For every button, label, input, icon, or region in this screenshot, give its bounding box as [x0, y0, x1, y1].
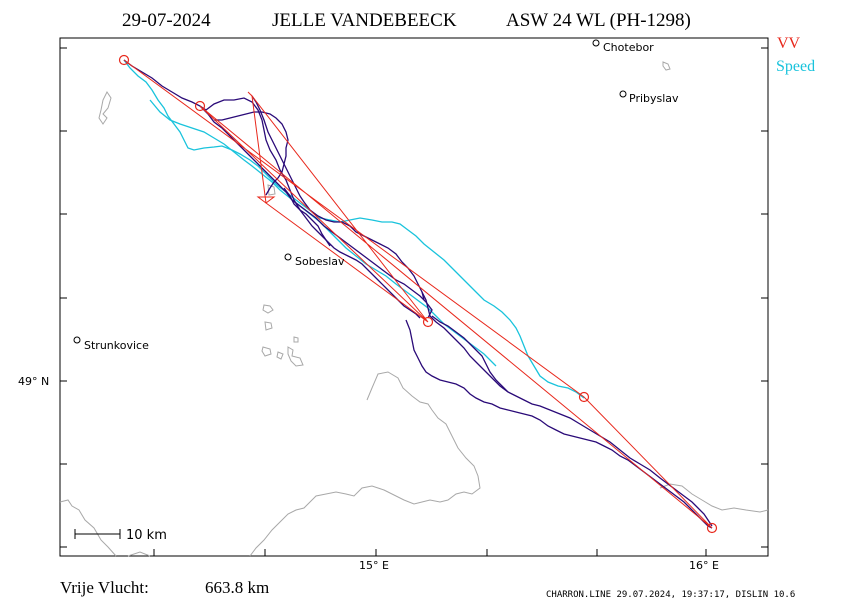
pilot-name: JELLE VANDEBEECK — [272, 10, 457, 31]
map-frame — [59, 37, 769, 557]
town-marker — [619, 90, 627, 98]
turnpoint-finish — [706, 522, 718, 534]
town-label: Sobeslav — [295, 255, 345, 268]
lakes — [98, 61, 671, 367]
turnpoint-4 — [578, 391, 590, 403]
town-marker — [73, 336, 81, 344]
distance-label: Vrije Vlucht: — [60, 578, 149, 597]
scale-bar-label: 10 km — [126, 528, 167, 543]
turnpoint-start — [118, 54, 130, 66]
longitude-label-16: 16° E — [689, 559, 719, 572]
speed-track — [123, 59, 585, 399]
town-sobeslav: Sobeslav — [284, 253, 345, 268]
turnpoint-2 — [194, 100, 206, 112]
legend-speed: Speed — [776, 58, 815, 75]
latitude-label: 49° N — [18, 375, 49, 388]
glider-name: ASW 24 WL (PH-1298) — [506, 10, 691, 31]
frame-ticks — [60, 47, 768, 556]
town-strunkovice: Strunkovice — [73, 336, 149, 352]
town-label: Strunkovice — [84, 339, 149, 352]
flight-track — [123, 59, 713, 529]
scale-bar — [74, 529, 121, 539]
longitude-label-15: 15° E — [359, 559, 389, 572]
turnpoint-3 — [422, 316, 434, 328]
town-label: Chotebor — [603, 41, 654, 54]
task-legs — [123, 59, 713, 529]
turnpoints — [118, 54, 718, 534]
software-credit: CHARRON.LINE 29.07.2024, 19:37:17, DISLI… — [546, 590, 795, 600]
town-chotebor: Chotebor — [592, 39, 654, 54]
distance-value: 663.8 km — [205, 578, 269, 597]
flight-date: 29-07-2024 — [122, 10, 211, 31]
legend-vv: VV — [777, 35, 801, 52]
town-label: Pribyslav — [629, 92, 679, 105]
country-border — [59, 371, 769, 557]
town-pribyslav: Pribyslav — [619, 90, 679, 105]
town-marker — [592, 39, 600, 47]
town-marker — [284, 253, 292, 261]
